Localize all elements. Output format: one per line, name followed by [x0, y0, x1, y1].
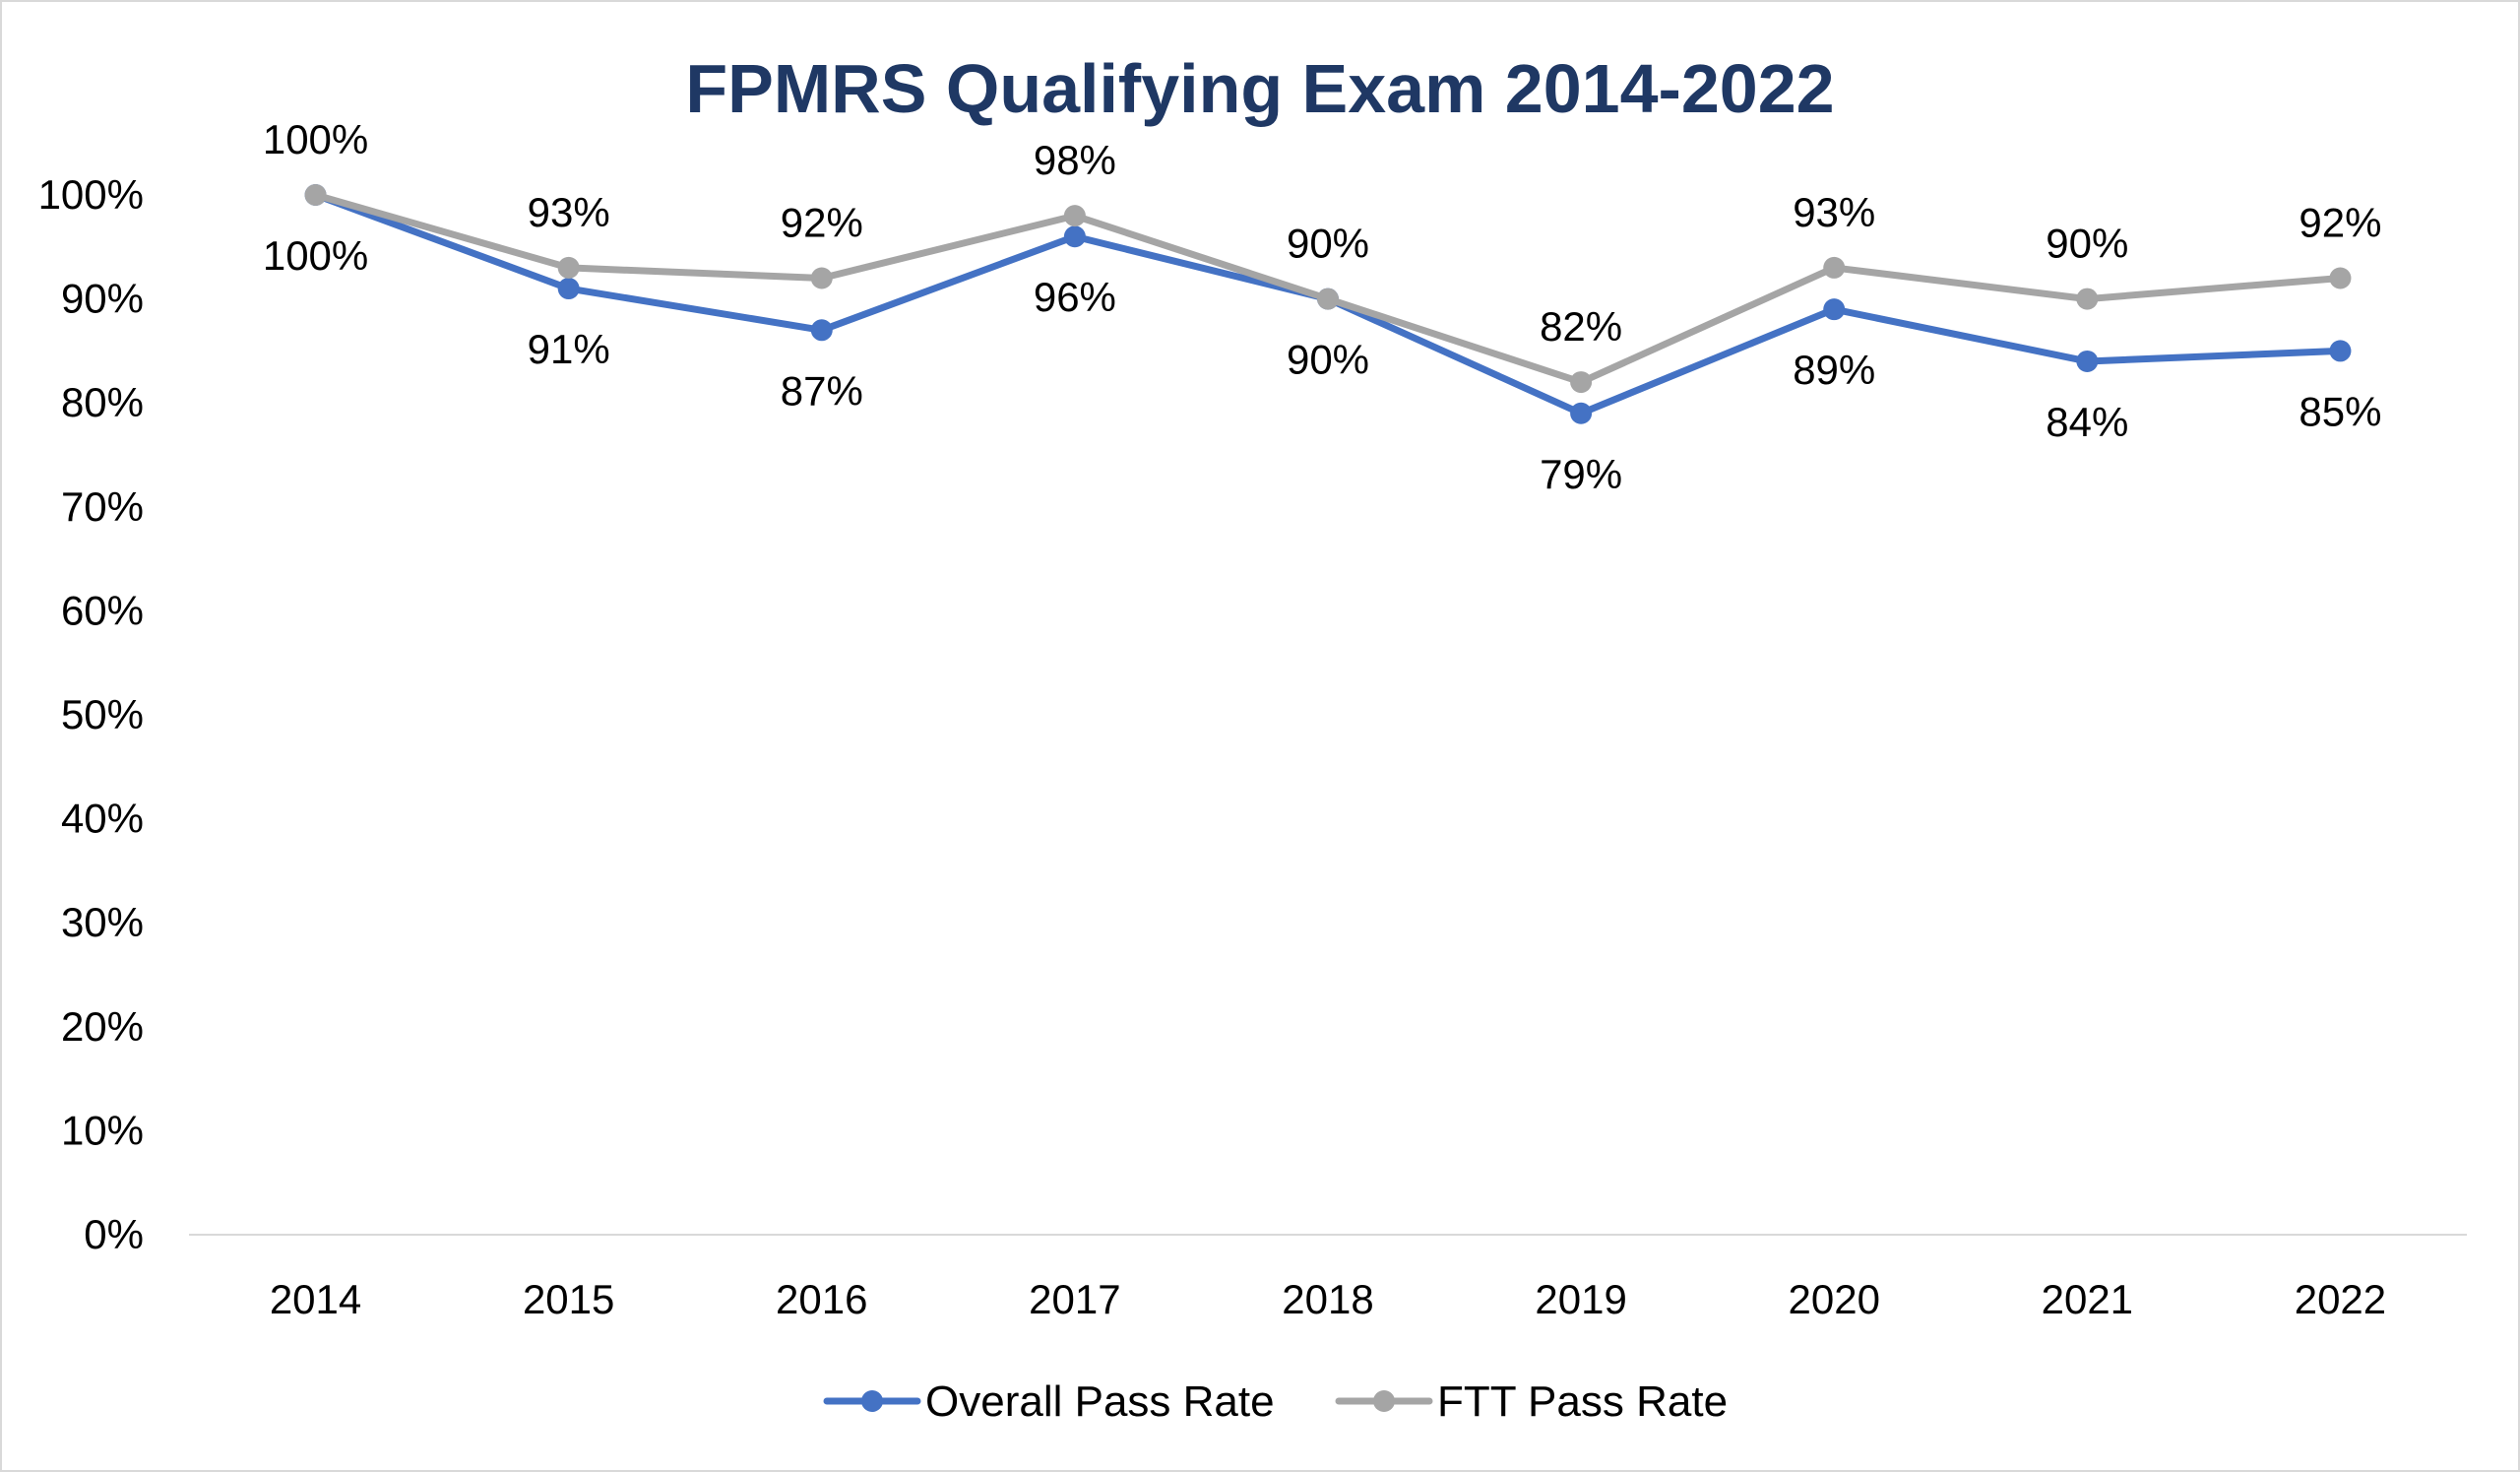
data-labels-layer: 100% 91% 87% 96% 90% 79% 89% 84% 85% 100% 93% 92% 98…	[263, 116, 2382, 497]
y-tick-label: 0%	[84, 1211, 144, 1257]
x-tick-label: 2016	[776, 1276, 867, 1322]
y-axis-tick-labels: 0% 10% 20% 30% 40% 50% 60% 70% 80% 90% 100%	[38, 171, 144, 1257]
data-label: 91%	[528, 326, 610, 372]
data-label: 90%	[2046, 221, 2128, 267]
x-tick-label: 2021	[2042, 1276, 2133, 1322]
data-point	[810, 319, 833, 342]
legend-label: Overall Pass Rate	[925, 1377, 1275, 1426]
x-tick-label: 2017	[1029, 1276, 1120, 1322]
data-label: 92%	[2299, 199, 2381, 245]
x-tick-label: 2019	[1535, 1276, 1626, 1322]
data-point	[2076, 288, 2099, 310]
chart-title: FPMRS Qualifying Exam 2014-2022	[685, 50, 1834, 127]
data-point	[304, 184, 327, 206]
data-label: 85%	[2299, 388, 2381, 434]
data-point	[1063, 205, 1086, 227]
y-tick-label: 100%	[38, 171, 144, 218]
data-point	[2076, 350, 2099, 372]
data-label: 98%	[1034, 137, 1116, 183]
legend-label: FTT Pass Rate	[1437, 1377, 1728, 1426]
x-tick-label: 2020	[1789, 1276, 1880, 1322]
data-label: 100%	[263, 232, 368, 279]
data-point	[2329, 267, 2352, 289]
data-label: 87%	[781, 367, 863, 414]
legend: Overall Pass Rate FTT Pass Rate	[823, 1377, 1728, 1426]
y-tick-label: 70%	[61, 483, 144, 530]
data-point	[1823, 298, 1846, 321]
data-point	[1063, 225, 1086, 248]
data-label: 90%	[1287, 221, 1369, 267]
data-label: 93%	[528, 189, 610, 235]
y-tick-label: 80%	[61, 379, 144, 425]
y-tick-label: 40%	[61, 796, 144, 842]
data-point	[1570, 371, 1593, 394]
data-label: 84%	[2046, 399, 2128, 445]
legend-item: FTT Pass Rate	[1335, 1377, 1728, 1426]
data-point	[557, 256, 580, 279]
y-tick-label: 30%	[61, 899, 144, 945]
data-point	[2329, 340, 2352, 362]
data-point	[810, 267, 833, 289]
y-tick-label: 10%	[61, 1107, 144, 1153]
y-tick-label: 50%	[61, 691, 144, 737]
legend-item: Overall Pass Rate	[823, 1377, 1275, 1426]
legend-swatch-marker	[1373, 1390, 1395, 1412]
data-point	[557, 278, 580, 300]
x-tick-label: 2014	[270, 1276, 361, 1322]
data-point	[1570, 402, 1593, 424]
series-1	[304, 184, 2352, 394]
data-point	[1823, 256, 1846, 279]
data-label: 82%	[1540, 303, 1622, 350]
data-label: 79%	[1540, 451, 1622, 497]
data-label: 100%	[263, 116, 368, 162]
series-layer	[304, 184, 2352, 424]
data-label: 90%	[1287, 337, 1369, 383]
data-label: 96%	[1034, 274, 1116, 320]
data-label: 89%	[1793, 347, 1875, 393]
data-label: 93%	[1793, 189, 1875, 235]
data-label: 92%	[781, 199, 863, 245]
x-tick-label: 2022	[2295, 1276, 2386, 1322]
legend-swatch-marker	[861, 1390, 883, 1412]
y-tick-label: 90%	[61, 276, 144, 322]
x-axis-tick-labels: 2014 2015 2016 2017 2018 2019 2020 2021 2022	[270, 1276, 2386, 1322]
x-tick-label: 2015	[523, 1276, 614, 1322]
y-tick-label: 20%	[61, 1003, 144, 1050]
y-tick-label: 60%	[61, 587, 144, 633]
x-tick-label: 2018	[1282, 1276, 1373, 1322]
data-point	[1317, 288, 1339, 310]
